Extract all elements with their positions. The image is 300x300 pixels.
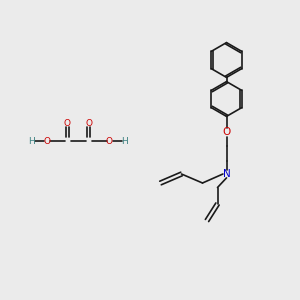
- Text: H: H: [121, 136, 128, 146]
- Text: O: O: [64, 118, 71, 127]
- Text: H: H: [28, 136, 35, 146]
- Text: O: O: [222, 127, 231, 137]
- Text: O: O: [85, 118, 92, 127]
- Text: O: O: [43, 136, 50, 146]
- Text: N: N: [223, 169, 230, 179]
- Text: O: O: [106, 136, 113, 146]
